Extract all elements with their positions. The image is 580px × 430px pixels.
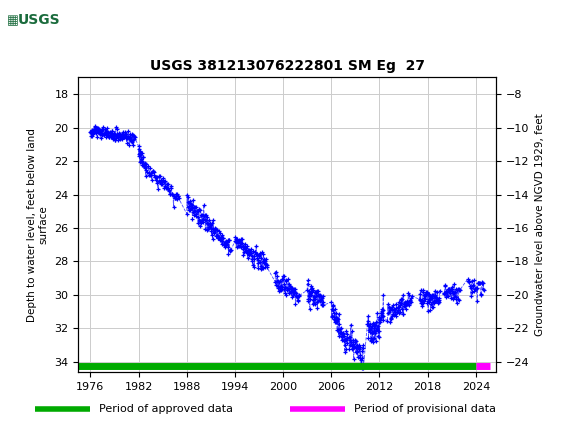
Title: USGS 381213076222801 SM Eg  27: USGS 381213076222801 SM Eg 27 (150, 59, 425, 74)
Text: Period of provisional data: Period of provisional data (354, 403, 496, 414)
Text: Period of approved data: Period of approved data (99, 403, 233, 414)
Y-axis label: Groundwater level above NGVD 1929, feet: Groundwater level above NGVD 1929, feet (535, 113, 545, 336)
FancyBboxPatch shape (2, 3, 77, 38)
Text: ▒USGS: ▒USGS (5, 12, 63, 28)
Text: USGS: USGS (17, 13, 60, 28)
Y-axis label: Depth to water level, feet below land
surface: Depth to water level, feet below land su… (27, 128, 49, 322)
FancyBboxPatch shape (3, 3, 84, 37)
Text: ▦: ▦ (7, 14, 19, 27)
